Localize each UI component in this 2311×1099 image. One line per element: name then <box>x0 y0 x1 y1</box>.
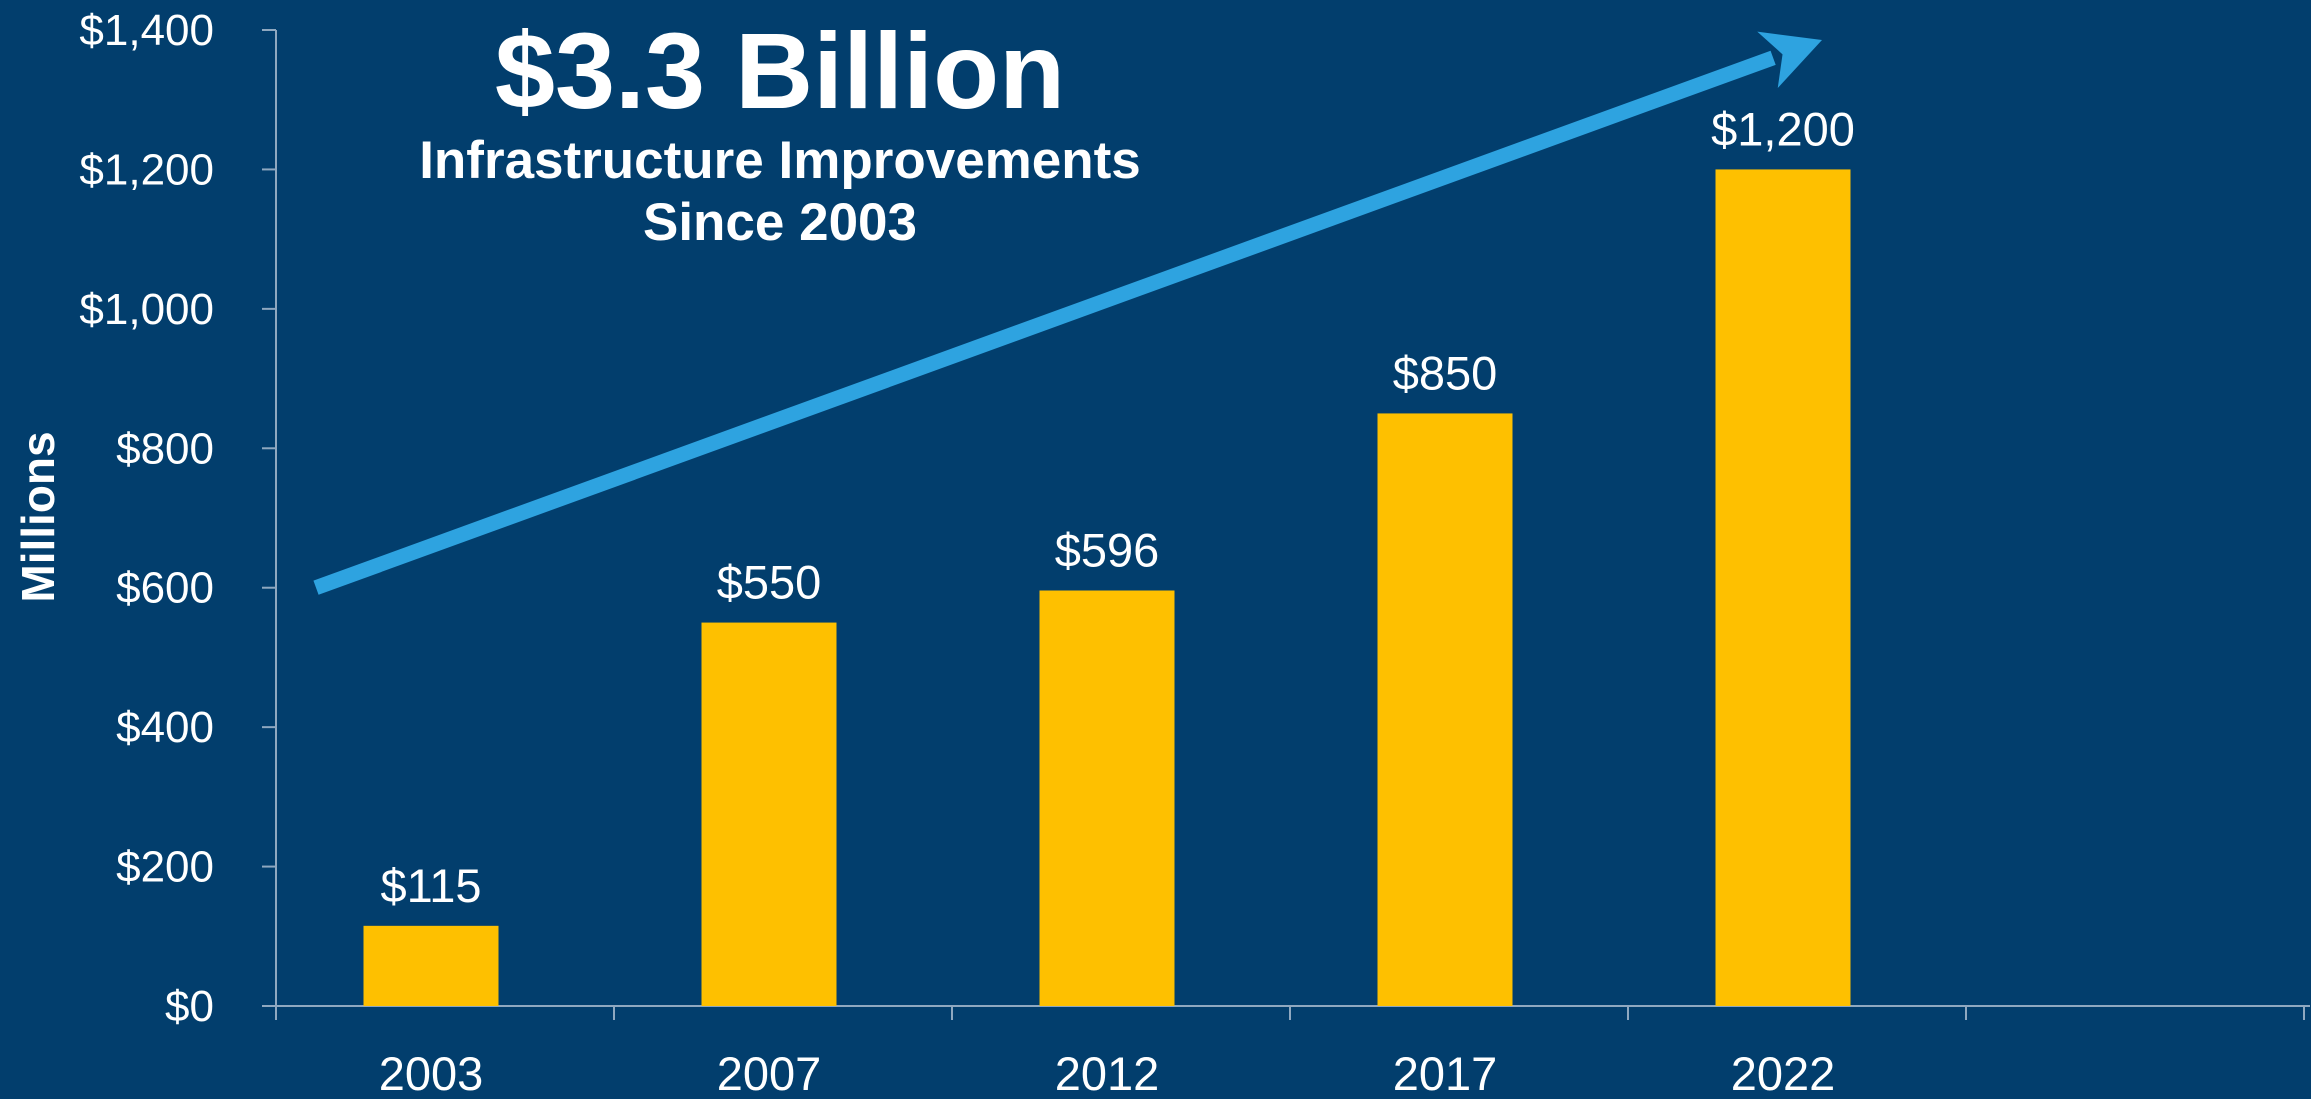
chart-subtitle-line-1: Infrastructure Improvements <box>419 131 1141 190</box>
y-tick-label: $200 <box>116 843 214 892</box>
y-tick-label: $1,400 <box>79 6 214 55</box>
bar <box>364 926 499 1006</box>
x-tick-label: 2017 <box>1393 1047 1498 1099</box>
y-tick-label: $800 <box>116 424 214 473</box>
chart-title-block: $3.3 Billion Infrastructure Improvements… <box>419 10 1141 252</box>
bar-value-label: $115 <box>380 859 481 912</box>
y-tick-label: $1,000 <box>79 285 214 334</box>
bar-value-label: $550 <box>717 556 822 609</box>
bar-value-label: $596 <box>1055 524 1160 577</box>
y-tick-label: $600 <box>116 564 214 613</box>
bar <box>702 623 837 1006</box>
x-tick-label: 2022 <box>1731 1047 1836 1099</box>
y-axis-label: Millions <box>12 431 64 602</box>
x-tick-label: 2003 <box>379 1047 484 1099</box>
chart-subtitle-line-2: Since 2003 <box>643 193 917 252</box>
bar <box>1378 413 1513 1006</box>
y-tick-label: $400 <box>116 703 214 752</box>
bar <box>1716 169 1851 1006</box>
bar-value-label: $1,200 <box>1711 102 1855 155</box>
bar-value-label: $850 <box>1393 346 1498 399</box>
y-tick-label: $1,200 <box>79 145 214 194</box>
y-axis: $0 $200 $400 $600 $800 $1,000 $1,200 $1,400 <box>79 6 276 1031</box>
x-axis: 2003 2007 2012 2017 2022 <box>276 1006 2310 1099</box>
x-tick-label: 2012 <box>1055 1047 1160 1099</box>
y-tick-label: $0 <box>165 982 214 1031</box>
bar <box>1040 591 1175 1006</box>
chart-title: $3.3 Billion <box>495 10 1065 131</box>
x-tick-label: 2007 <box>717 1047 822 1099</box>
